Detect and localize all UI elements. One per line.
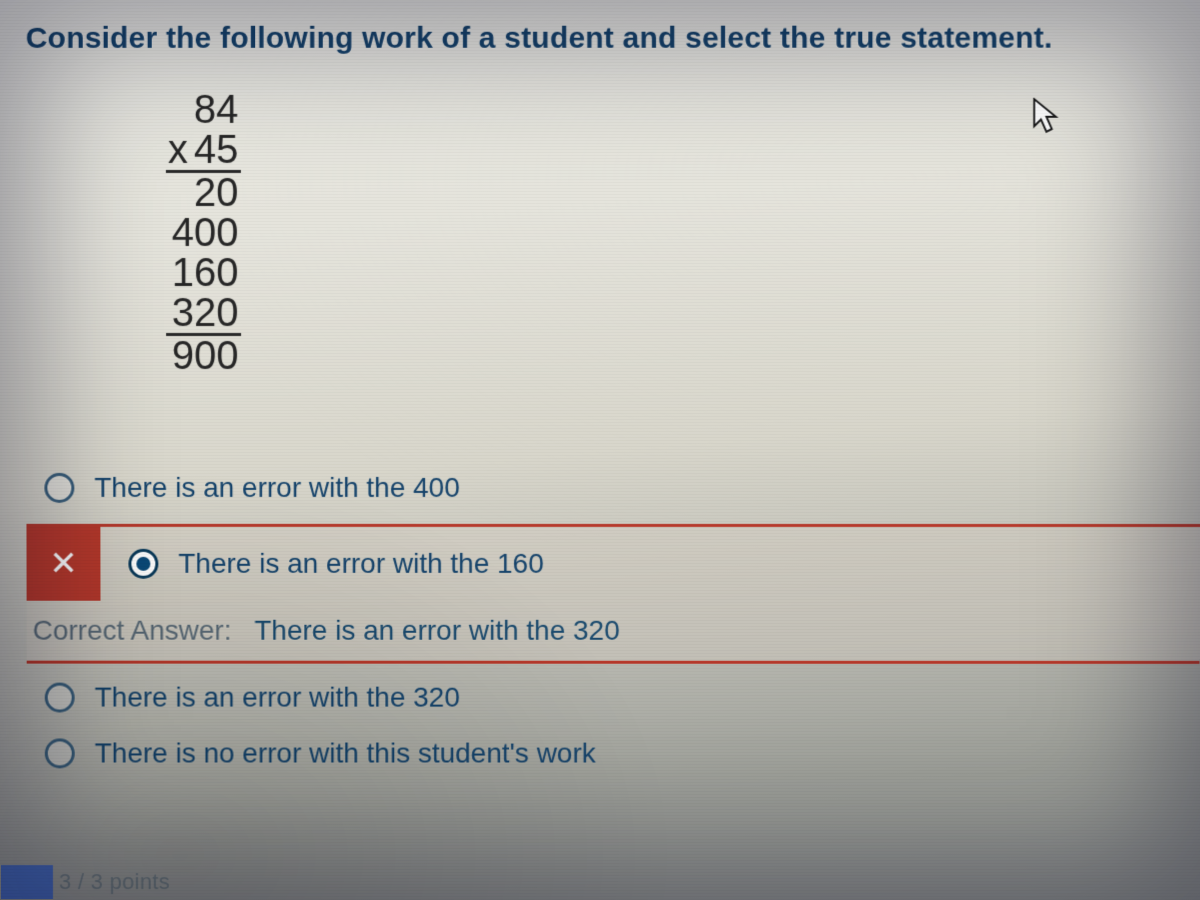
math-operand-2: 45 — [194, 128, 239, 172]
correct-answer-text: There is an error with the 320 — [254, 615, 619, 646]
math-sum: 900 — [166, 336, 241, 376]
option-b-wrong-block: ✕ There is an error with the 160 Correct… — [26, 524, 1200, 664]
option-label: There is an error with the 160 — [178, 548, 543, 580]
radio-icon[interactable] — [45, 738, 75, 768]
radio-icon[interactable] — [45, 683, 75, 713]
option-d[interactable]: There is no error with this student's wo… — [27, 725, 1200, 781]
correct-answer-lead: Correct Answer: — [33, 615, 232, 646]
quiz-question-card: Consider the following work of a student… — [0, 0, 1200, 899]
math-partial-2: 400 — [166, 213, 241, 253]
option-label: There is an error with the 400 — [94, 472, 459, 504]
math-operand-1: 84 — [166, 90, 241, 130]
math-partial-1: 20 — [166, 173, 241, 213]
math-partial-3: 160 — [166, 253, 241, 293]
question-prompt: Consider the following work of a student… — [26, 22, 1200, 56]
math-operator: x — [168, 128, 194, 172]
footer-accent-chip — [1, 865, 53, 899]
answer-options: There is an error with the 400 ✕ There i… — [26, 460, 1200, 782]
option-b[interactable]: ✕ There is an error with the 160 — [26, 527, 1199, 601]
option-label: There is an error with the 320 — [95, 682, 460, 714]
math-partial-4: 320 — [166, 293, 241, 336]
option-a[interactable]: There is an error with the 400 — [26, 460, 1200, 516]
option-c[interactable]: There is an error with the 320 — [27, 670, 1200, 726]
incorrect-x-icon: ✕ — [26, 527, 100, 601]
radio-icon[interactable] — [128, 549, 158, 579]
radio-icon[interactable] — [44, 473, 74, 503]
student-work-math: 84 x45 20 400 160 320 900 — [166, 90, 241, 376]
points-label: 3 / 3 points — [59, 869, 170, 895]
option-label: There is no error with this student's wo… — [95, 737, 596, 769]
math-operand-2-row: x45 — [166, 130, 241, 173]
correct-answer-feedback: Correct Answer: There is an error with t… — [27, 601, 1200, 661]
mouse-cursor-icon — [1032, 98, 1060, 136]
